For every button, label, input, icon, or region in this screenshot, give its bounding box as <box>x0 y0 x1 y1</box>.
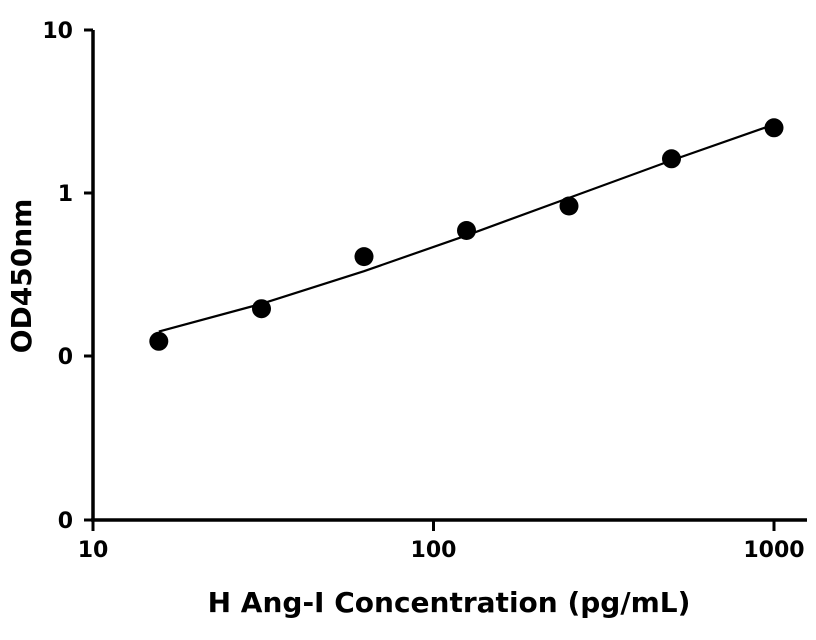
y-tick-label: 0 <box>58 509 73 534</box>
x-tick-label: 1000 <box>743 538 804 563</box>
data-point <box>662 149 681 169</box>
data-point <box>764 118 784 138</box>
x-tick-label: 10 <box>78 538 109 563</box>
data-point <box>559 196 579 216</box>
y-tick-label: 10 <box>42 19 73 44</box>
x-axis-title: H Ang-I Concentration (pg/mL) <box>208 586 691 619</box>
y-tick-label: 1 <box>58 182 73 207</box>
y-axis-title: OD450nm <box>5 199 38 354</box>
x-ticks: 10 100 1000 <box>78 520 805 563</box>
data-point <box>252 299 271 319</box>
data-point <box>354 247 374 267</box>
x-tick-label: 100 <box>411 538 457 563</box>
y-tick-label: 0 <box>58 345 73 370</box>
data-points <box>149 118 784 351</box>
data-point <box>457 221 476 240</box>
data-point <box>149 331 169 351</box>
axes <box>91 30 807 522</box>
